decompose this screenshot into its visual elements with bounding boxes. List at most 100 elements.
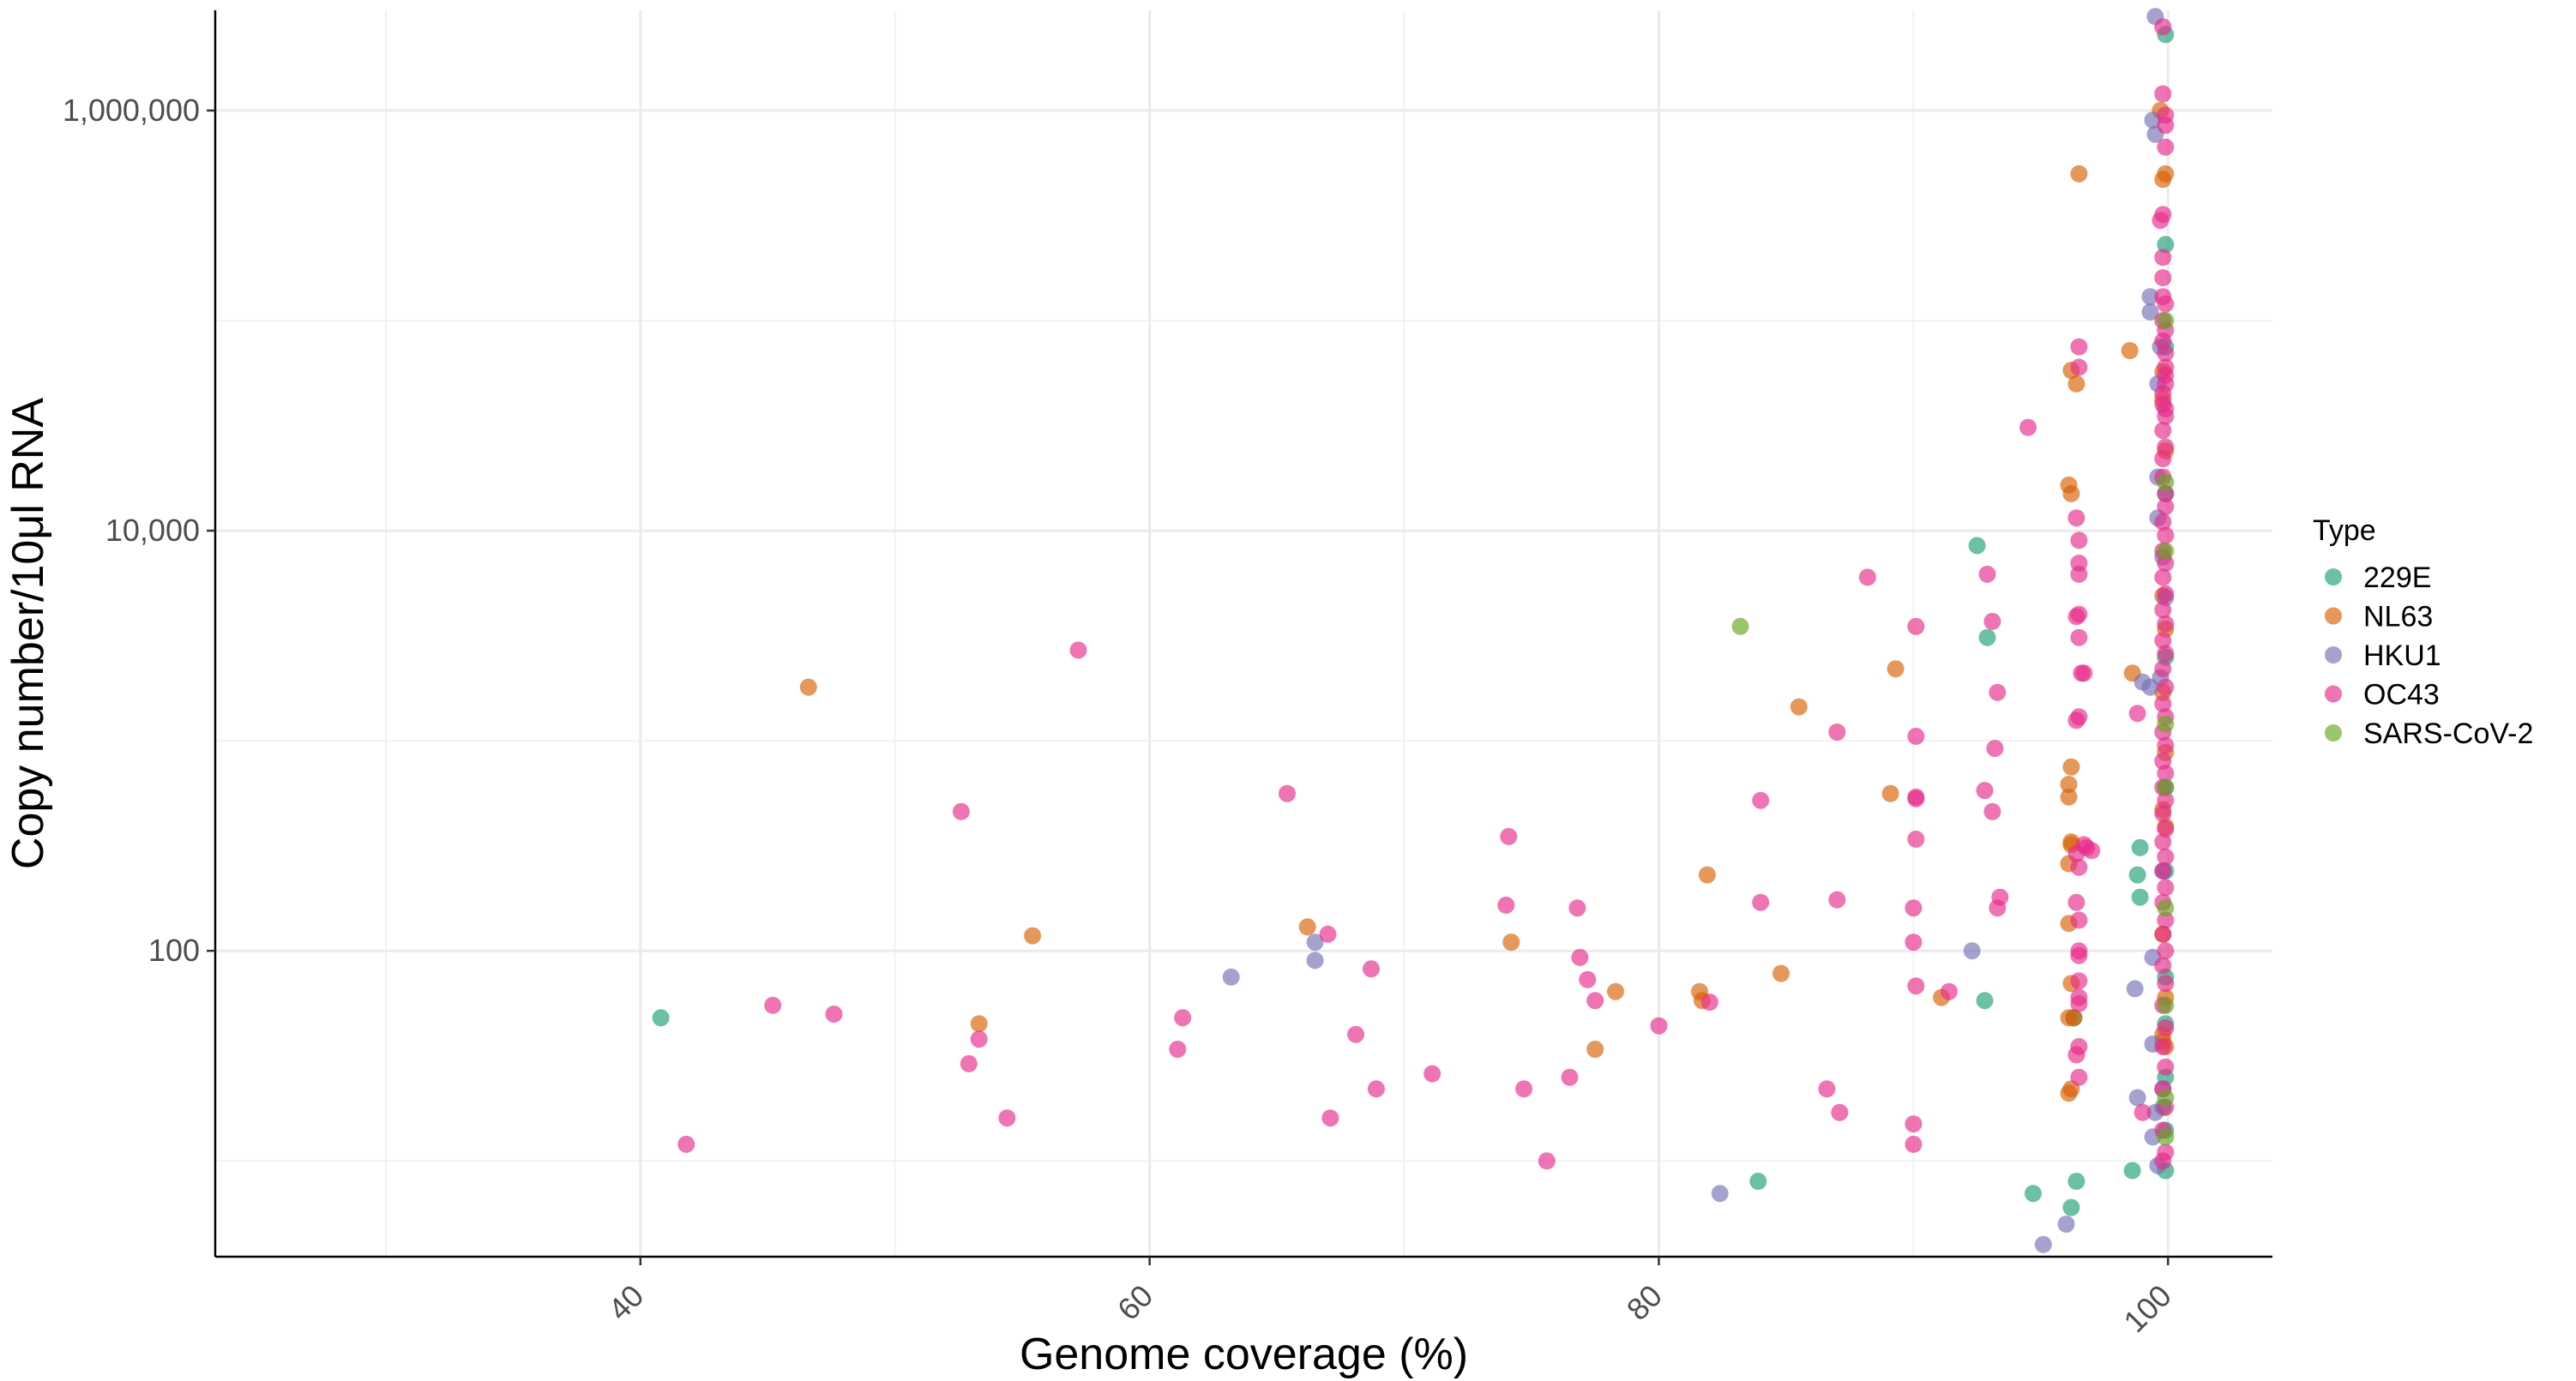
data-point (2157, 1128, 2175, 1146)
data-point (1500, 827, 1518, 845)
data-point (1907, 830, 1925, 848)
data-point (1907, 727, 1925, 745)
data-point (998, 1109, 1016, 1127)
x-tick-label: 60 (1110, 1278, 1159, 1327)
x-tick-label: 80 (1620, 1278, 1669, 1327)
data-point (2060, 776, 2078, 793)
data-point (2083, 842, 2101, 860)
data-point (1571, 948, 1589, 966)
data-point (1749, 1173, 1767, 1190)
data-point (1828, 891, 1846, 909)
x-tick-label: 40 (601, 1278, 650, 1327)
data-point (1752, 893, 1770, 911)
data-point (1983, 802, 2001, 820)
data-point (1279, 784, 1296, 802)
grid-lines (215, 10, 2272, 1257)
legend-item: 229E (2325, 561, 2431, 594)
data-point (2141, 303, 2159, 321)
data-point (2154, 862, 2172, 880)
data-point (1568, 899, 1586, 917)
data-point (2157, 778, 2175, 796)
data-point (1538, 1152, 1556, 1170)
data-point (1963, 942, 1981, 960)
series-229e (652, 26, 2175, 1216)
data-point (1978, 565, 1996, 583)
data-point (2154, 513, 2172, 531)
data-point (2157, 911, 2175, 929)
data-point (1905, 899, 1923, 917)
data-point (2070, 338, 2088, 356)
data-point (2067, 375, 2085, 393)
data-point (1298, 918, 1316, 936)
data-point (2157, 165, 2175, 183)
data-point (1502, 934, 1520, 952)
y-tick-label: 1,000,000 (63, 93, 200, 128)
data-point (2131, 838, 2149, 856)
data-point (799, 678, 817, 696)
data-point (2157, 542, 2175, 560)
data-point (1790, 698, 1808, 716)
data-point (1818, 1080, 1836, 1098)
y-tick-label: 10,000 (105, 513, 200, 548)
data-point (2154, 18, 2172, 36)
data-point (1700, 994, 1718, 1011)
legend: Type 229E NL63 HKU1 OC43 SARS-CoV-2 (2313, 514, 2533, 750)
data-point (2062, 758, 2080, 776)
data-point (2070, 165, 2088, 183)
data-point (2154, 85, 2172, 103)
data-point (2157, 820, 2175, 838)
data-point (1831, 1103, 1849, 1121)
data-point (2157, 366, 2175, 384)
data-point (2154, 206, 2172, 224)
data-point (2065, 1009, 2083, 1027)
data-point (1607, 982, 1624, 1000)
data-point (2154, 925, 2172, 943)
data-point (1907, 790, 1925, 808)
data-point (960, 1054, 978, 1072)
data-point (1940, 982, 1958, 1000)
data-point (2157, 848, 2175, 866)
data-point (2141, 288, 2159, 306)
data-point (2157, 117, 2175, 135)
data-point (1024, 927, 1042, 945)
legend-swatch (2325, 685, 2342, 703)
legend-item: SARS-CoV-2 (2325, 718, 2533, 750)
data-point (2062, 484, 2080, 502)
data-point (1698, 866, 1716, 884)
data-point (1222, 968, 1240, 986)
data-point (970, 1030, 988, 1048)
data-point (2157, 407, 2175, 425)
data-point (1989, 683, 2007, 701)
legend-swatch (2325, 646, 2342, 663)
series-oc43 (677, 18, 2175, 1170)
data-point (1515, 1080, 1533, 1098)
data-point (2131, 888, 2149, 906)
data-point (1711, 1185, 1729, 1203)
data-point (2067, 893, 2085, 911)
data-point (2154, 601, 2172, 619)
data-point (2034, 1235, 2052, 1253)
data-point (2070, 708, 2088, 726)
legend-label: HKU1 (2363, 639, 2441, 672)
data-point (1650, 1017, 1668, 1035)
data-point (2070, 628, 2088, 646)
data-point (2157, 942, 2175, 960)
x-axis-title: Genome coverage (%) (1020, 1330, 1468, 1379)
data-point (2157, 526, 2175, 544)
legend-label: OC43 (2363, 679, 2440, 712)
data-point (2067, 1046, 2085, 1064)
data-point (2157, 899, 2175, 917)
data-point (2075, 664, 2093, 682)
data-point (2070, 946, 2088, 964)
data-point (1306, 934, 1324, 952)
data-point (1321, 1109, 1339, 1127)
data-point (2157, 736, 2175, 754)
data-point (1306, 952, 1324, 970)
data-point (2154, 422, 2172, 440)
data-point (2157, 1058, 2175, 1076)
data-point (2154, 269, 2172, 286)
data-point (2128, 1089, 2146, 1107)
data-point (2157, 1019, 2175, 1036)
data-point (2154, 450, 2172, 468)
series-hku1 (1222, 8, 2175, 1253)
